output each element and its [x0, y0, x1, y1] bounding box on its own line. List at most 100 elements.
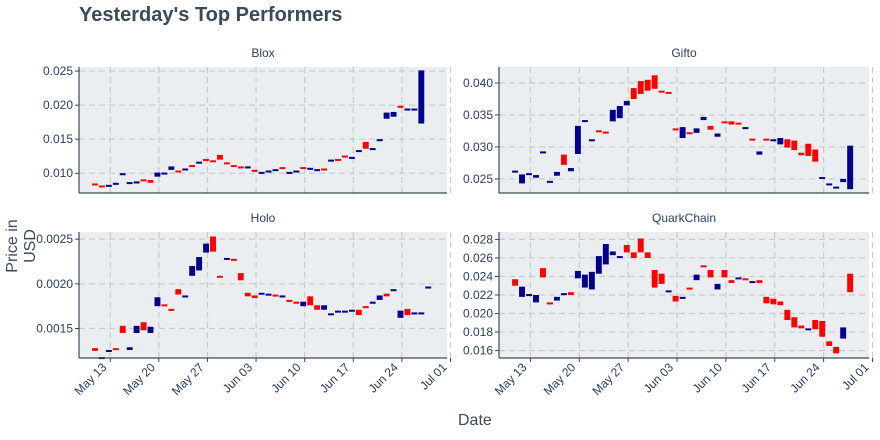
candle	[335, 310, 341, 313]
candle	[154, 172, 161, 177]
candle	[574, 125, 581, 154]
candle	[293, 170, 300, 173]
panel-background	[79, 67, 447, 193]
candle	[819, 320, 826, 337]
y-tick-label: 0.028	[463, 232, 493, 246]
candle	[602, 244, 609, 265]
candle	[784, 139, 791, 148]
candle	[742, 278, 749, 281]
x-tick-label: Jul 01	[839, 360, 872, 393]
candle	[749, 281, 756, 284]
candle	[411, 312, 418, 315]
candle	[418, 312, 425, 315]
candle	[112, 182, 119, 185]
x-tick-label: May 27	[590, 360, 628, 398]
candle	[700, 265, 707, 268]
x-tick-label: Jul 01	[417, 360, 450, 393]
candle	[533, 295, 539, 303]
candle	[540, 151, 546, 154]
candle	[230, 165, 237, 168]
x-tick-label: Jun 03	[220, 360, 256, 396]
candle	[616, 106, 623, 119]
candle	[819, 177, 826, 180]
candle	[286, 171, 293, 174]
candle	[763, 296, 770, 304]
candle	[126, 182, 133, 185]
candle	[140, 322, 147, 331]
candle	[693, 274, 700, 281]
candle	[230, 258, 237, 261]
candle	[665, 290, 672, 293]
candle	[512, 170, 519, 173]
y-tick-label: 0.040	[463, 76, 493, 90]
panel-title: QuarkChain	[652, 211, 716, 225]
candle	[154, 297, 161, 307]
candle	[369, 301, 376, 304]
candle	[519, 286, 526, 297]
candle	[644, 79, 651, 91]
candle	[196, 257, 203, 271]
candle	[133, 181, 140, 184]
candle	[512, 279, 519, 286]
candle	[658, 273, 665, 284]
candle	[840, 178, 847, 183]
candle	[362, 141, 369, 149]
candle	[328, 159, 334, 162]
y-tick-label: 0.010	[43, 166, 73, 180]
candle	[812, 320, 819, 330]
candle	[777, 137, 784, 145]
candle	[735, 277, 742, 280]
candle	[189, 265, 196, 276]
x-tick-label: Jun 17	[738, 360, 774, 396]
candle	[175, 289, 182, 295]
candle	[553, 296, 560, 301]
candle	[355, 309, 362, 316]
candle	[847, 145, 854, 190]
candle	[189, 165, 196, 168]
candle	[272, 169, 279, 172]
candle	[335, 158, 341, 161]
candle	[210, 160, 216, 163]
candle	[672, 128, 679, 131]
candle	[623, 100, 630, 106]
candle	[196, 161, 203, 164]
candle	[588, 139, 595, 142]
candle	[244, 292, 251, 297]
candle	[791, 317, 798, 328]
x-tick-label: May 27	[169, 360, 207, 398]
candle	[223, 257, 230, 260]
candle	[321, 305, 328, 310]
candle	[798, 325, 805, 329]
candle	[397, 310, 404, 318]
panel-title: Holo	[251, 211, 276, 225]
candle	[147, 326, 154, 333]
candle	[546, 180, 553, 183]
y-tick-label: 0.025	[43, 64, 73, 78]
candle	[147, 180, 154, 183]
candle	[721, 121, 728, 124]
candle	[126, 347, 133, 350]
x-axis-label: Date	[458, 412, 492, 429]
candle	[161, 304, 168, 307]
y-tick-label: 0.022	[463, 288, 493, 302]
y-tick-label: 0.0015	[36, 322, 73, 336]
candle	[307, 167, 314, 170]
candle	[119, 325, 126, 333]
candle	[533, 175, 539, 178]
candle	[574, 270, 581, 279]
candle	[791, 140, 798, 151]
candle	[341, 155, 348, 158]
candle	[258, 292, 265, 295]
panel-title: Gifto	[671, 46, 697, 60]
candle	[519, 174, 526, 184]
candle	[526, 294, 532, 297]
candle	[105, 349, 112, 352]
candle	[686, 287, 693, 290]
candle	[644, 252, 651, 258]
candle	[210, 236, 216, 252]
candle	[404, 308, 411, 316]
x-tick-label: Jun 24	[787, 360, 823, 396]
candle	[418, 70, 425, 124]
y-tick-label: 0.0020	[36, 277, 73, 291]
candle	[321, 168, 328, 171]
